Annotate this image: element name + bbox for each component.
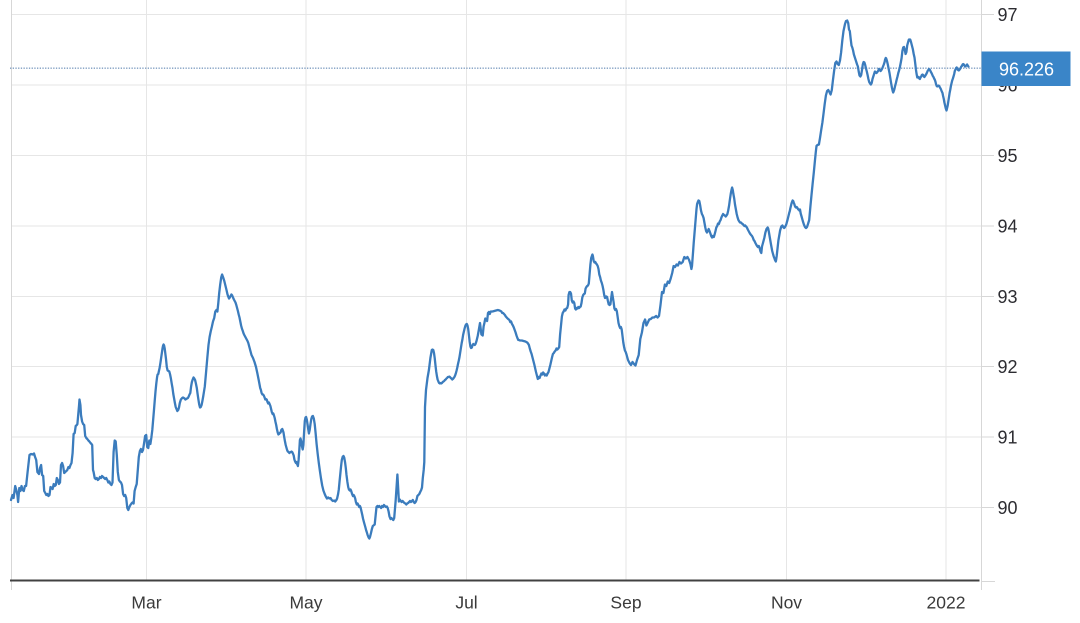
svg-text:95: 95 <box>998 146 1018 166</box>
svg-text:97: 97 <box>998 5 1018 25</box>
svg-text:Sep: Sep <box>610 593 641 613</box>
svg-text:92: 92 <box>998 357 1018 377</box>
svg-text:Nov: Nov <box>771 593 802 613</box>
svg-text:Mar: Mar <box>131 593 161 613</box>
svg-text:90: 90 <box>998 498 1018 518</box>
svg-text:Jul: Jul <box>455 593 477 613</box>
svg-text:93: 93 <box>998 287 1018 307</box>
svg-text:May: May <box>289 593 322 613</box>
svg-text:96.226: 96.226 <box>999 60 1054 80</box>
svg-text:2022: 2022 <box>927 593 966 613</box>
svg-text:91: 91 <box>998 428 1018 448</box>
svg-text:94: 94 <box>998 216 1018 236</box>
